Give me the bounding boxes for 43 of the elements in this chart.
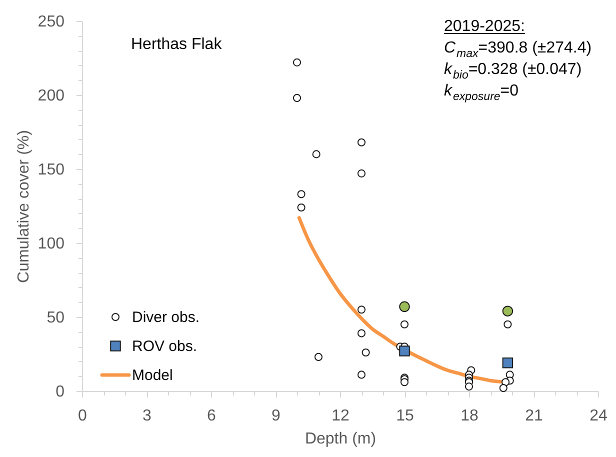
x-tick-label: 3 bbox=[142, 408, 152, 424]
point bbox=[399, 301, 410, 312]
point bbox=[400, 320, 409, 328]
annotation: 2019-2025: bbox=[444, 18, 525, 35]
point bbox=[292, 58, 302, 66]
legend-label: Diver obs. bbox=[132, 309, 200, 326]
y-tick-label: 200 bbox=[38, 88, 65, 104]
y-tick-label: 250 bbox=[38, 14, 65, 30]
point bbox=[312, 150, 320, 158]
legend-label: ROV obs. bbox=[132, 338, 198, 355]
point bbox=[292, 94, 302, 102]
y-tick-label: 0 bbox=[56, 384, 65, 400]
x-tick-label: 24 bbox=[590, 408, 608, 424]
point bbox=[357, 329, 366, 338]
point bbox=[357, 306, 366, 314]
point bbox=[499, 384, 508, 392]
point bbox=[297, 190, 306, 198]
x-tick-label: 12 bbox=[332, 408, 350, 424]
y-axis-title: Cumulative cover (%) bbox=[16, 130, 32, 283]
x-tick-label: 0 bbox=[78, 408, 88, 424]
x-tick-label: 6 bbox=[207, 408, 216, 424]
point bbox=[314, 352, 323, 361]
point bbox=[504, 320, 512, 328]
x-tick-label: 15 bbox=[396, 408, 414, 424]
point bbox=[357, 138, 366, 146]
point bbox=[357, 169, 366, 178]
y-tick-label: 150 bbox=[38, 162, 65, 178]
x-tick-label: 9 bbox=[272, 408, 281, 424]
point bbox=[399, 346, 410, 356]
point bbox=[400, 378, 409, 386]
point bbox=[362, 348, 370, 357]
point bbox=[502, 358, 514, 368]
y-tick-label: 100 bbox=[38, 236, 65, 252]
y-tick-label: 50 bbox=[46, 310, 65, 326]
legend-label: Model bbox=[132, 367, 173, 384]
point bbox=[464, 382, 474, 391]
x-axis-title: Depth (m) bbox=[304, 430, 376, 448]
x-tick-label: 21 bbox=[525, 408, 543, 424]
annotation: Herthas Flak bbox=[131, 36, 223, 53]
point bbox=[357, 370, 366, 379]
point bbox=[297, 203, 306, 212]
point bbox=[502, 306, 514, 316]
x-tick-label: 18 bbox=[460, 408, 478, 424]
